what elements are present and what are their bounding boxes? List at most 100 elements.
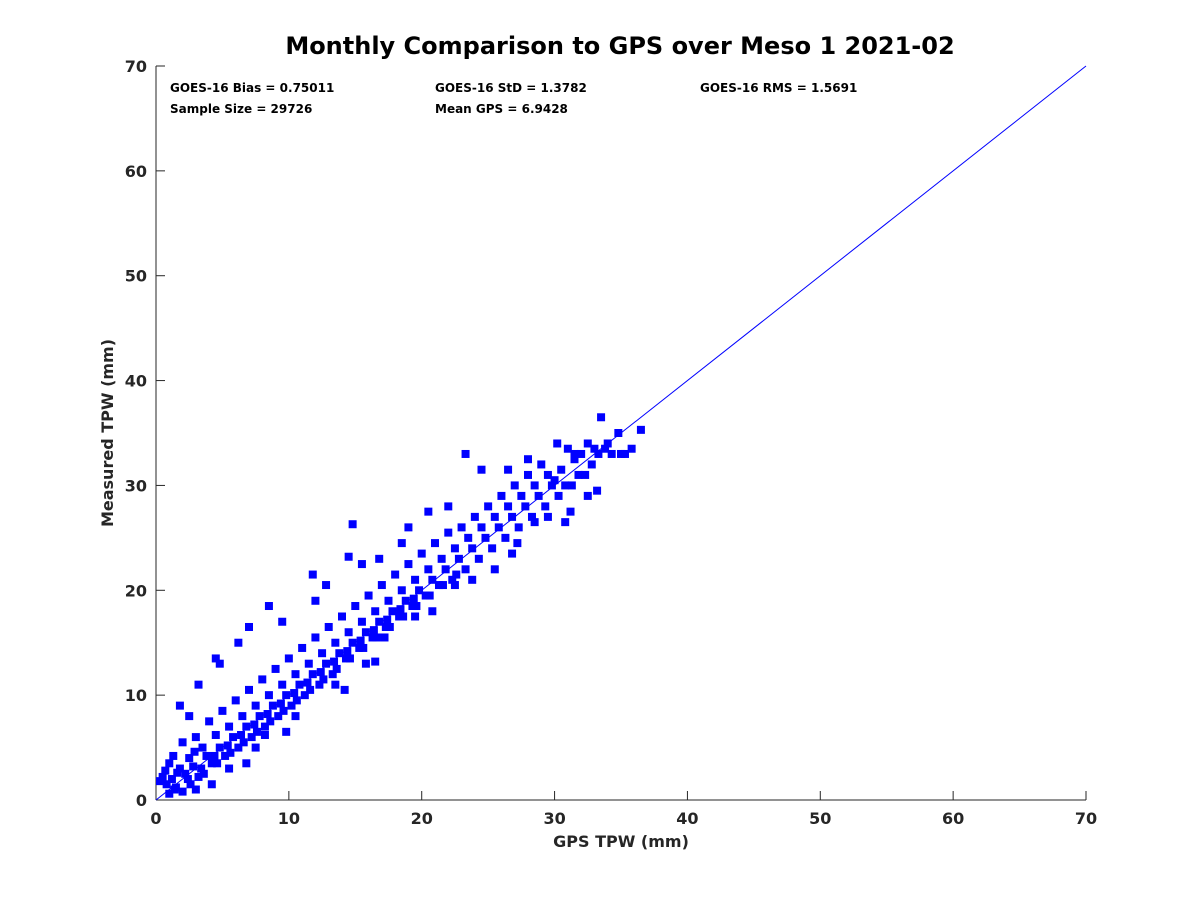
- data-point: [444, 502, 453, 511]
- data-point: [308, 570, 317, 579]
- data-point: [161, 766, 170, 775]
- data-point: [260, 730, 269, 739]
- stat-std: GOES-16 StD = 1.3782: [435, 81, 587, 95]
- data-point: [197, 764, 206, 773]
- data-point: [335, 649, 344, 658]
- data-point: [457, 523, 466, 532]
- data-point: [181, 769, 190, 778]
- data-point: [587, 460, 596, 469]
- data-point: [470, 512, 479, 521]
- data-point: [357, 617, 366, 626]
- data-point: [295, 680, 304, 689]
- y-tick-label: 70: [125, 57, 147, 76]
- data-point: [412, 602, 421, 611]
- data-point: [574, 470, 583, 479]
- data-point: [541, 502, 550, 511]
- data-point: [229, 733, 238, 742]
- x-tick-label: 0: [150, 809, 161, 828]
- data-point: [271, 664, 280, 673]
- data-point: [581, 470, 590, 479]
- data-point: [303, 678, 312, 687]
- data-point: [543, 512, 552, 521]
- data-point: [415, 586, 424, 595]
- data-point: [594, 449, 603, 458]
- data-point: [380, 633, 389, 642]
- data-point: [175, 764, 184, 773]
- data-point: [530, 481, 539, 490]
- x-tick-label: 40: [676, 809, 698, 828]
- data-point: [617, 449, 625, 458]
- data-point: [570, 449, 579, 458]
- data-point: [189, 762, 198, 771]
- data-point: [311, 596, 320, 605]
- data-point: [170, 785, 179, 794]
- data-point: [344, 628, 353, 637]
- data-point: [450, 544, 459, 553]
- data-point: [521, 502, 530, 511]
- data-point: [348, 638, 357, 647]
- x-tick-label: 50: [809, 809, 831, 828]
- data-point: [357, 560, 366, 569]
- data-point: [359, 643, 368, 652]
- data-point: [175, 701, 184, 710]
- data-point: [245, 685, 253, 694]
- data-point: [207, 780, 216, 789]
- data-point: [369, 626, 378, 635]
- data-point: [190, 747, 199, 756]
- data-point: [425, 591, 434, 600]
- data-point: [561, 481, 570, 490]
- data-point: [345, 654, 354, 663]
- data-point: [448, 575, 457, 584]
- data-point: [396, 605, 405, 614]
- data-point: [510, 481, 519, 490]
- data-point: [234, 743, 243, 752]
- data-point: [343, 647, 352, 656]
- data-point: [590, 444, 599, 453]
- x-tick-label: 70: [1075, 809, 1097, 828]
- data-point: [557, 465, 566, 474]
- x-tick-label: 60: [942, 809, 964, 828]
- data-point: [205, 717, 214, 726]
- data-point: [371, 657, 380, 666]
- data-point: [504, 502, 513, 511]
- y-tick-label: 0: [136, 791, 147, 810]
- data-point: [431, 539, 439, 548]
- data-point: [211, 654, 220, 663]
- data-point: [404, 560, 413, 569]
- data-point: [397, 586, 406, 595]
- data-point: [279, 706, 288, 715]
- data-point: [437, 554, 446, 563]
- data-point: [194, 772, 203, 781]
- data-point: [260, 722, 269, 731]
- data-point: [304, 659, 313, 668]
- data-point: [242, 759, 251, 768]
- data-point: [165, 759, 174, 768]
- chart-title: Monthly Comparison to GPS over Meso 1 20…: [285, 32, 954, 60]
- data-point: [194, 680, 203, 689]
- data-point: [344, 552, 353, 561]
- data-point: [158, 772, 167, 781]
- data-point: [534, 491, 543, 500]
- data-point: [266, 717, 275, 726]
- data-point: [513, 539, 522, 548]
- data-point: [186, 780, 195, 789]
- data-point: [251, 701, 260, 710]
- data-point: [167, 775, 176, 784]
- data-point: [199, 769, 208, 778]
- data-point: [316, 668, 325, 677]
- data-point: [561, 518, 570, 527]
- data-point: [627, 444, 636, 453]
- stat-sample-size: Sample Size = 29726: [170, 102, 312, 116]
- data-point: [404, 523, 413, 532]
- data-point: [250, 720, 259, 729]
- data-point: [583, 439, 592, 448]
- data-point: [450, 581, 459, 590]
- data-point: [245, 622, 253, 631]
- data-point: [239, 738, 248, 747]
- data-point: [614, 429, 623, 437]
- data-point: [563, 444, 572, 453]
- data-point: [527, 512, 536, 521]
- data-point: [338, 612, 346, 621]
- data-point: [428, 575, 437, 584]
- data-point: [477, 523, 486, 532]
